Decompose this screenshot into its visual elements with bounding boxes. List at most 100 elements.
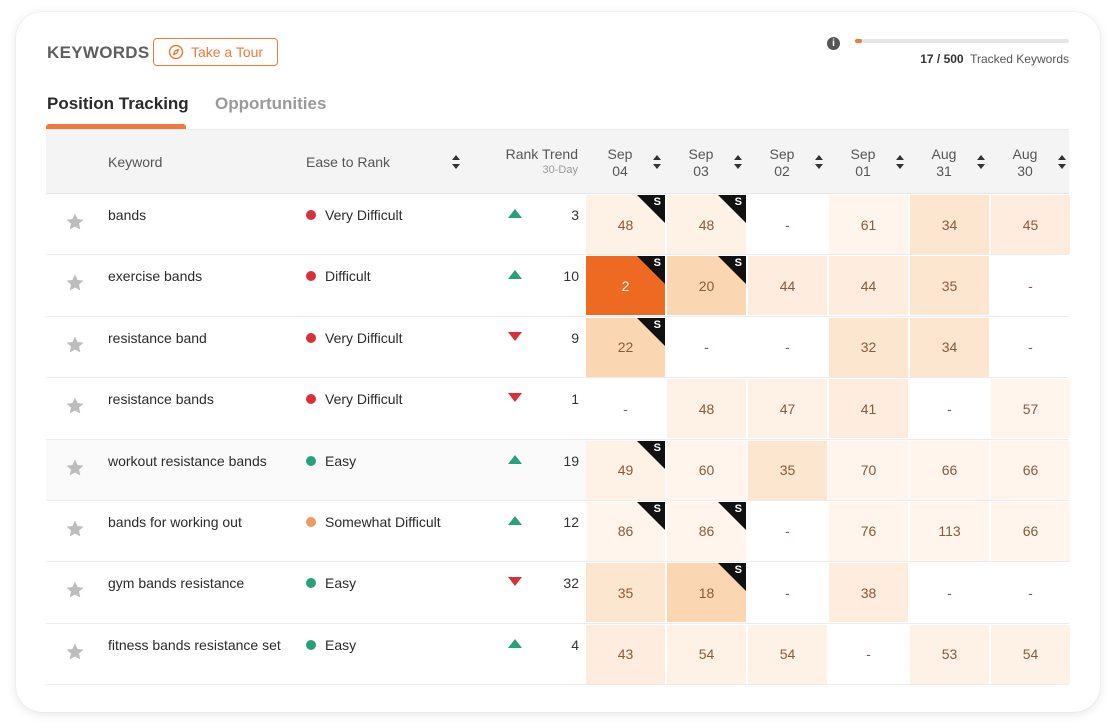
rank-cell[interactable]: 20 S [667, 256, 746, 316]
rank-cell[interactable]: 48 S [586, 195, 665, 254]
rank-value: 66 [941, 462, 958, 479]
date-sort-icon[interactable] [896, 155, 904, 169]
star-icon[interactable] [65, 642, 85, 662]
date-column-header[interactable]: Sep 03 [671, 146, 731, 180]
rank-cell[interactable]: 35 [910, 256, 989, 316]
keyword-text[interactable]: resistance bands [108, 391, 214, 408]
date-column-header[interactable]: Sep 04 [590, 146, 650, 180]
rank-cell[interactable]: 66 [991, 440, 1070, 500]
rank-cell[interactable]: - [748, 195, 827, 254]
rank-cell[interactable]: - [748, 563, 827, 622]
rank-cell[interactable]: 35 [586, 563, 665, 623]
star-icon[interactable] [65, 458, 85, 478]
rank-cell[interactable]: 47 [748, 379, 827, 439]
rank-cell[interactable]: 49 S [586, 440, 665, 500]
keyword-text[interactable]: bands for working out [108, 513, 242, 530]
rank-cell[interactable]: - [991, 318, 1070, 377]
rank-cell[interactable]: 22 S [586, 317, 665, 377]
ease-to-rank: Somewhat Difficult [306, 514, 441, 530]
rank-cell[interactable]: 54 [991, 624, 1070, 684]
ease-sort-icon[interactable] [452, 155, 460, 169]
rank-cell[interactable]: 38 [829, 563, 908, 623]
table-row[interactable]: resistance bands Very Difficult 1 - 48 47 41 - 5… [46, 378, 1070, 440]
take-tour-button[interactable]: Take a Tour [153, 38, 278, 66]
date-sort-icon[interactable] [1058, 155, 1066, 169]
rank-cell[interactable]: 61 [829, 195, 908, 254]
rank-cell[interactable]: 41 [829, 379, 908, 439]
table-row[interactable]: fitness bands resistance set Easy 4 43 54 54 -… [46, 624, 1070, 686]
table-row[interactable]: workout resistance bands Easy 19 49 S 60 35 70 6… [46, 439, 1070, 501]
date-sort-icon[interactable] [734, 155, 742, 169]
tab-opportunities[interactable]: Opportunities [215, 94, 327, 113]
ease-dot-icon [306, 516, 316, 527]
date-sort-icon[interactable] [815, 155, 823, 169]
rank-cell[interactable]: 48 [667, 379, 746, 439]
rank-cell[interactable]: - [667, 318, 746, 377]
rank-cell[interactable]: - [991, 563, 1070, 622]
table-row[interactable]: exercise bands Difficult 10 2 S 20 S 44 44 35- [46, 255, 1070, 317]
rank-cell[interactable]: 54 [748, 624, 827, 684]
star-icon[interactable] [65, 396, 85, 416]
date-column-header[interactable]: Sep 02 [752, 146, 812, 180]
table-row[interactable]: bands Very Difficult 3 48 S 48 S - 61 34 45 [46, 194, 1070, 256]
rank-cell[interactable]: 60 [667, 440, 746, 500]
info-icon[interactable]: i [827, 37, 840, 50]
ease-column-header[interactable]: Ease to Rank [306, 154, 391, 170]
rank-cell[interactable]: 35 [748, 440, 827, 500]
rank-cell[interactable]: 66 [991, 501, 1070, 561]
tracked-progress-bar [855, 39, 1069, 43]
rank-cell[interactable]: - [910, 563, 989, 622]
rank-cell[interactable]: 32 [829, 317, 908, 377]
date-month: Aug [931, 146, 957, 162]
trend-column-header[interactable]: Rank Trend 30-Day [486, 146, 578, 176]
rank-cell[interactable]: - [586, 379, 665, 438]
rank-cell[interactable]: 86 S [667, 501, 746, 561]
keyword-text[interactable]: gym bands resistance [108, 575, 245, 592]
rank-value: - [866, 646, 871, 663]
keyword-column-header[interactable]: Keyword [108, 154, 163, 170]
star-icon[interactable] [65, 273, 85, 293]
date-column-header[interactable]: Aug 31 [914, 146, 974, 180]
keyword-text[interactable]: resistance band [108, 329, 207, 346]
rank-cell[interactable]: - [910, 379, 989, 438]
rank-cell[interactable]: 76 [829, 501, 908, 561]
date-sort-icon[interactable] [977, 155, 985, 169]
rank-cell[interactable]: 43 [586, 624, 665, 684]
rank-cell[interactable]: - [991, 256, 1070, 315]
rank-cell[interactable]: 48 S [667, 195, 746, 254]
rank-cell[interactable]: 113 [910, 501, 989, 561]
rank-cell[interactable]: - [748, 318, 827, 377]
keyword-text[interactable]: exercise bands [108, 268, 203, 285]
rank-cell[interactable]: 86 S [586, 501, 665, 561]
keyword-text[interactable]: workout resistance bands [108, 452, 267, 469]
keyword-text[interactable]: bands [108, 207, 147, 223]
star-icon[interactable] [65, 519, 85, 539]
table-row[interactable]: resistance band Very Difficult 9 22 S - - 32 34 - [46, 317, 1070, 379]
rank-cell[interactable]: - [829, 625, 908, 684]
star-icon[interactable] [65, 335, 85, 355]
rank-cell[interactable]: 44 [748, 256, 827, 316]
keyword-text[interactable]: fitness bands resistance set [108, 636, 281, 653]
rank-cell[interactable]: 44 [829, 256, 908, 316]
rank-cell[interactable]: 54 [667, 624, 746, 684]
rank-cell[interactable]: 53 [910, 624, 989, 684]
star-icon[interactable] [65, 580, 85, 600]
table-row[interactable]: gym bands resistance Easy 32 35 18 S - 38 - - [46, 562, 1070, 624]
rank-cell[interactable]: 45 [991, 195, 1070, 254]
date-column-header[interactable]: Sep 01 [833, 146, 893, 180]
table-row[interactable]: bands for working out Somewhat Difficult 1… [46, 501, 1070, 563]
date-column-header[interactable]: Aug 30 [995, 146, 1055, 180]
date-day: 01 [855, 163, 871, 179]
rank-cell[interactable]: 57 [991, 379, 1070, 439]
star-icon[interactable] [65, 212, 85, 232]
table-header: Keyword Ease to Rank Rank Trend 30-Day S… [46, 130, 1069, 194]
rank-cell[interactable]: 34 [910, 317, 989, 377]
rank-cell[interactable]: - [748, 502, 827, 561]
rank-cell[interactable]: 70 [829, 440, 908, 500]
date-sort-icon[interactable] [653, 155, 661, 169]
rank-cell[interactable]: 66 [910, 440, 989, 500]
tab-position-tracking[interactable]: Position Tracking [47, 94, 189, 113]
rank-cell[interactable]: 18 S [667, 563, 746, 623]
rank-cell[interactable]: 34 [910, 195, 989, 254]
